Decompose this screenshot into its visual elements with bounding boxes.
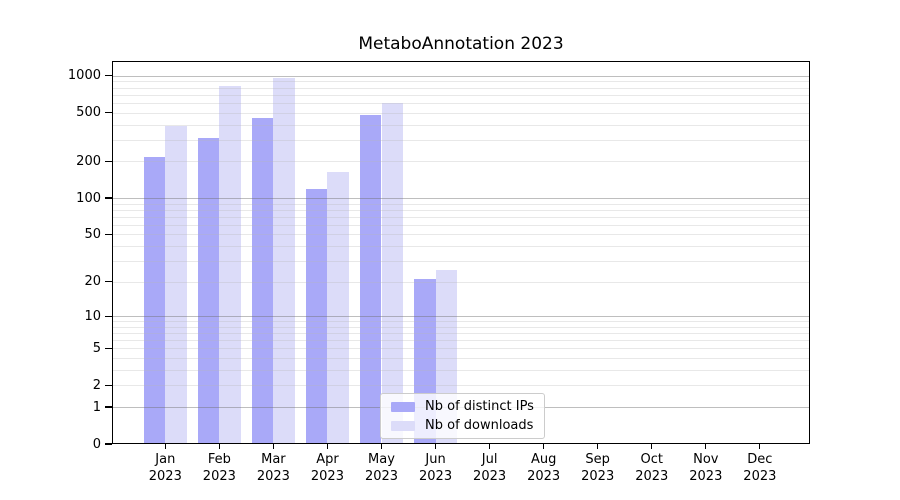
legend-label-distinct-ips: Nb of distinct IPs bbox=[425, 399, 534, 414]
y-tick-label: 2 bbox=[92, 377, 101, 393]
x-tick-mark bbox=[434, 444, 437, 449]
chart-title: MetaboAnnotation 2023 bbox=[358, 34, 564, 54]
legend-label-downloads: Nb of downloads bbox=[425, 418, 534, 433]
minor-gridline bbox=[112, 124, 810, 126]
y-tick-label: 50 bbox=[84, 226, 101, 242]
y-tick-mark bbox=[105, 281, 112, 283]
y-tick-label: 20 bbox=[84, 274, 101, 290]
major-gridline bbox=[112, 316, 810, 318]
legend-item-downloads: Nb of downloads bbox=[391, 418, 534, 433]
x-tick-mark bbox=[326, 444, 329, 449]
x-tick-label: Nov 2023 bbox=[689, 452, 723, 484]
x-tick-mark bbox=[272, 444, 275, 449]
minor-gridline bbox=[112, 326, 810, 328]
minor-gridline bbox=[112, 358, 810, 360]
minor-gridline bbox=[112, 209, 810, 211]
major-gridline bbox=[112, 198, 810, 199]
legend: Nb of distinct IPs Nb of downloads bbox=[380, 393, 545, 439]
x-tick-mark bbox=[651, 444, 653, 449]
minor-gridline bbox=[112, 385, 810, 387]
x-tick-mark bbox=[705, 444, 707, 449]
y-tick-mark bbox=[105, 384, 112, 387]
minor-gridline bbox=[112, 348, 810, 350]
x-tick-label: Oct 2023 bbox=[635, 452, 669, 484]
x-tick-label: Jan 2023 bbox=[148, 452, 182, 484]
y-tick-mark bbox=[105, 233, 112, 236]
x-tick-label: Dec 2023 bbox=[743, 452, 777, 484]
minor-gridline bbox=[112, 216, 810, 218]
minor-gridline bbox=[112, 161, 810, 163]
minor-gridline bbox=[112, 112, 810, 114]
bar-downloads-feb bbox=[219, 86, 241, 444]
y-tick-label: 0 bbox=[92, 436, 101, 452]
y-tick-mark bbox=[105, 112, 112, 114]
minor-gridline bbox=[112, 281, 810, 283]
y-tick-mark bbox=[105, 75, 112, 77]
minor-gridline bbox=[112, 246, 810, 248]
legend-swatch-distinct-ips-icon bbox=[391, 401, 415, 412]
bar-distinct-ips-apr bbox=[305, 189, 328, 444]
x-tick-mark bbox=[488, 444, 491, 449]
bar-downloads-apr bbox=[327, 171, 350, 444]
minor-gridline bbox=[112, 203, 810, 205]
legend-swatch-downloads-icon bbox=[391, 420, 415, 431]
bar-distinct-ips-may bbox=[359, 114, 382, 444]
minor-gridline bbox=[112, 81, 810, 83]
y-tick-mark bbox=[105, 160, 112, 162]
minor-gridline bbox=[112, 370, 810, 372]
minor-gridline bbox=[112, 340, 810, 342]
y-tick-mark bbox=[105, 406, 112, 408]
x-tick-label: Jun 2023 bbox=[419, 452, 453, 484]
minor-gridline bbox=[112, 321, 810, 323]
x-tick-mark bbox=[164, 444, 166, 449]
minor-gridline bbox=[112, 139, 810, 141]
x-tick-label: Jul 2023 bbox=[473, 452, 507, 484]
y-tick-mark bbox=[105, 443, 112, 445]
minor-gridline bbox=[112, 102, 810, 104]
x-tick-mark bbox=[543, 444, 545, 449]
x-tick-mark bbox=[218, 444, 220, 449]
y-tick-label: 500 bbox=[76, 105, 101, 121]
y-tick-label: 5 bbox=[92, 340, 101, 356]
x-tick-label: Aug 2023 bbox=[527, 452, 561, 484]
minor-gridline bbox=[112, 87, 810, 89]
y-tick-label: 1000 bbox=[67, 68, 101, 84]
x-tick-label: Feb 2023 bbox=[202, 452, 236, 484]
x-tick-label: Sep 2023 bbox=[581, 452, 615, 484]
y-tick-mark bbox=[105, 347, 112, 350]
x-tick-label: May 2023 bbox=[364, 452, 399, 484]
bar-downloads-jan bbox=[165, 125, 187, 444]
x-tick-label: Apr 2023 bbox=[310, 452, 344, 484]
minor-gridline bbox=[112, 224, 810, 226]
y-tick-mark bbox=[105, 315, 112, 317]
minor-gridline bbox=[112, 234, 810, 236]
y-tick-mark bbox=[105, 197, 112, 199]
bar-distinct-ips-mar bbox=[251, 117, 274, 444]
minor-gridline bbox=[112, 260, 810, 262]
y-tick-label: 200 bbox=[76, 153, 101, 169]
y-tick-label: 1 bbox=[92, 399, 101, 415]
minor-gridline bbox=[112, 333, 810, 335]
legend-item-distinct-ips: Nb of distinct IPs bbox=[391, 399, 534, 414]
bar-distinct-ips-jan bbox=[143, 157, 166, 444]
x-tick-mark bbox=[380, 444, 383, 449]
y-tick-label: 10 bbox=[84, 308, 101, 324]
minor-gridline bbox=[112, 94, 810, 96]
x-tick-mark bbox=[759, 444, 761, 449]
bar-downloads-may bbox=[381, 102, 404, 444]
bar-downloads-mar bbox=[273, 78, 295, 444]
x-tick-mark bbox=[597, 444, 599, 449]
y-tick-label: 100 bbox=[76, 190, 101, 206]
x-tick-label: Mar 2023 bbox=[256, 452, 290, 484]
bar-distinct-ips-feb bbox=[197, 137, 220, 444]
major-gridline bbox=[112, 75, 810, 77]
